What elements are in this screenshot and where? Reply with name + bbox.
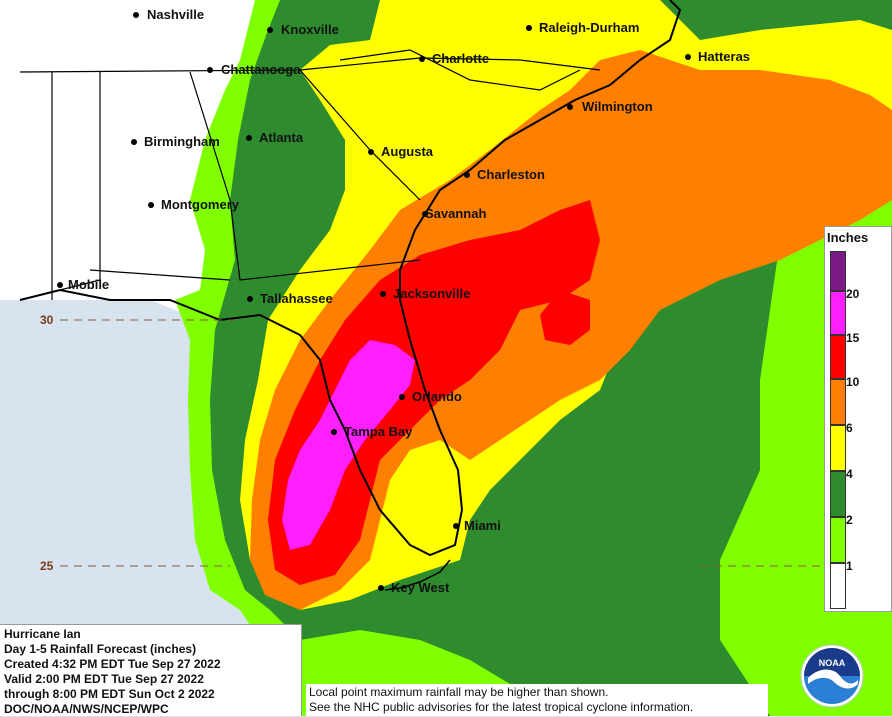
city-dot-key-west	[378, 585, 384, 591]
latitude-label-25: 25	[40, 559, 54, 573]
disclaimer-line-2: See the NHC public advisories for the la…	[309, 700, 694, 714]
city-label-orlando: Orlando	[412, 389, 462, 404]
rainfall-legend: Inches 20 15 10 6 4 2 1	[824, 226, 892, 612]
city-markers	[57, 12, 691, 591]
city-label-miami: Miami	[464, 518, 501, 533]
city-dot-tallahassee	[247, 296, 253, 302]
info-valid-from: Valid 2:00 PM EDT Tue Sep 27 2022	[4, 672, 204, 686]
state-boundaries	[19, 49, 601, 300]
info-agency: DOC/NOAA/NWS/NCEP/WPC	[4, 702, 169, 716]
legend-tick-15: 15	[846, 331, 860, 345]
city-label-knoxville: Knoxville	[281, 22, 339, 37]
city-dot-birmingham	[131, 139, 137, 145]
legend-tick-4: 4	[846, 467, 853, 481]
legend-title: Inches	[827, 230, 869, 245]
city-label-birmingham: Birmingham	[144, 134, 220, 149]
info-valid-through: through 8:00 PM EDT Sun Oct 2 2022	[4, 687, 215, 701]
city-dot-knoxville	[267, 27, 273, 33]
rain-15-20-inch-area	[282, 340, 415, 550]
city-dot-augusta	[368, 149, 374, 155]
legend-swatch-below-1	[830, 563, 846, 609]
keys-coastline	[384, 559, 451, 591]
city-label-savannah: Savannah	[425, 206, 486, 221]
info-storm-name: Hurricane Ian	[4, 627, 81, 641]
latitude-guides	[60, 319, 820, 567]
legend-swatch-2-4	[830, 471, 846, 517]
city-dot-raleigh-durham	[526, 25, 532, 31]
city-label-jacksonville: Jacksonville	[393, 286, 470, 301]
city-dot-montgomery	[148, 202, 154, 208]
city-label-atlanta: Atlanta	[259, 130, 304, 145]
coastline	[19, 0, 682, 557]
legend-tick-6: 6	[846, 421, 853, 435]
city-label-mobile: Mobile	[68, 277, 109, 292]
city-label-tampa-bay: Tampa Bay	[344, 424, 413, 439]
city-dot-chattanooga	[207, 67, 213, 73]
city-label-chattanooga: Chattanooga	[221, 62, 301, 77]
city-dot-mobile	[57, 282, 63, 288]
city-dot-tampa-bay	[331, 429, 337, 435]
city-label-nashville: Nashville	[147, 7, 204, 22]
city-dot-orlando	[399, 394, 405, 400]
legend-tick-1: 1	[846, 559, 853, 573]
latitude-label-30: 30	[40, 313, 54, 327]
legend-swatch-4-6	[830, 425, 846, 471]
city-label-wilmington: Wilmington	[582, 99, 653, 114]
legend-tick-20: 20	[846, 287, 860, 301]
city-dot-hatteras	[685, 54, 691, 60]
city-label-charlotte: Charlotte	[432, 51, 489, 66]
info-product: Day 1-5 Rainfall Forecast (inches)	[4, 642, 197, 656]
legend-tick-10: 10	[846, 375, 860, 389]
city-label-hatteras: Hatteras	[698, 49, 750, 64]
city-labels: Nashville Knoxville Raleigh-Durham Charl…	[68, 7, 750, 595]
info-created: Created 4:32 PM EDT Tue Sep 27 2022	[4, 657, 221, 671]
city-label-raleigh-durham: Raleigh-Durham	[539, 20, 639, 35]
city-label-key-west: Key West	[391, 580, 450, 595]
city-dot-charlotte	[419, 56, 425, 62]
city-dot-atlanta	[246, 135, 252, 141]
noaa-logo: NOAA	[800, 644, 864, 708]
rain-10-15-inch-area	[268, 200, 600, 585]
legend-swatch-10-15	[830, 335, 846, 379]
noaa-logo-text: NOAA	[819, 658, 846, 668]
forecast-info-box: Hurricane Ian Day 1-5 Rainfall Forecast …	[0, 624, 302, 716]
legend-swatch-15-20	[830, 291, 846, 335]
city-dot-nashville	[133, 12, 139, 18]
city-dot-savannah	[422, 211, 428, 217]
city-dot-wilmington	[567, 104, 573, 110]
legend-swatch-1-2	[830, 517, 846, 563]
city-label-montgomery: Montgomery	[161, 197, 240, 212]
city-label-charleston: Charleston	[477, 167, 545, 182]
city-dot-miami	[453, 523, 459, 529]
disclaimer-box: Local point maximum rainfall may be high…	[306, 684, 768, 716]
legend-tick-2: 2	[846, 513, 853, 527]
city-label-augusta: Augusta	[381, 144, 434, 159]
disclaimer-line-1: Local point maximum rainfall may be high…	[309, 685, 609, 699]
legend-swatch-6-10	[830, 379, 846, 425]
city-dot-charleston	[464, 172, 470, 178]
city-label-tallahassee: Tallahassee	[260, 291, 333, 306]
legend-swatch-20-plus	[830, 251, 846, 291]
rain-10-15-inch-offshore	[540, 290, 590, 345]
city-dot-jacksonville	[380, 291, 386, 297]
